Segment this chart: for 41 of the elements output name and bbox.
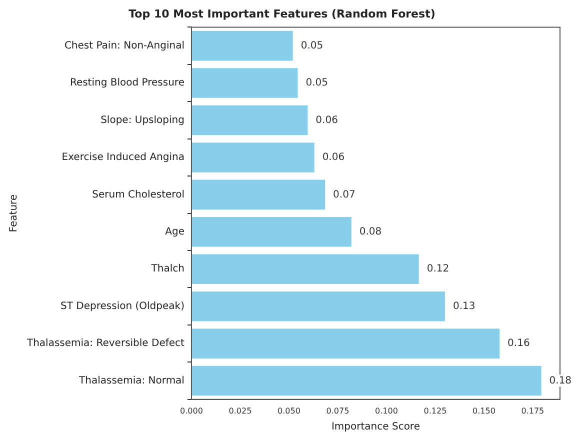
data-label: 0.05: [306, 78, 328, 89]
chart-title: Top 10 Most Important Features (Random Forest): [128, 7, 436, 20]
x-tick-label: 0.000: [180, 406, 203, 416]
y-axis-title: Feature: [8, 194, 20, 232]
data-label: 0.13: [452, 300, 476, 312]
data-label: 0.12: [426, 264, 450, 275]
data-label: 0.06: [322, 152, 345, 164]
data-label: 0.06: [316, 114, 338, 126]
x-tick-label: 0.125: [424, 406, 447, 416]
y-tick-label: Thalassemia: Reversible Defect: [26, 338, 185, 350]
bar: [191, 30, 293, 61]
bar: [191, 328, 500, 358]
x-tick-label: 0.100: [375, 406, 398, 416]
y-tick-label: Serum Cholesterol: [92, 189, 184, 200]
bar: [191, 366, 542, 396]
bar: [191, 217, 352, 247]
data-label: 0.07: [333, 189, 356, 200]
x-tick-label: 0.025: [228, 406, 252, 416]
y-tick-label: Slope: Upsloping: [100, 114, 184, 126]
bar: [191, 68, 298, 98]
y-tick-label: Exercise Induced Angina: [62, 152, 184, 164]
x-tick-label: 0.075: [326, 406, 350, 416]
data-label: 0.16: [508, 338, 530, 350]
bar: [191, 142, 314, 172]
data-label: 0.18: [549, 375, 572, 386]
bar: [191, 291, 445, 322]
y-tick-label: Chest Pain: Non-Anginal: [64, 40, 184, 52]
data-label: 0.05: [300, 40, 324, 52]
y-tick-label: ST Depression (Oldpeak): [60, 300, 185, 312]
x-tick-label: 0.175: [521, 406, 544, 416]
y-tick-label: Age: [165, 226, 184, 238]
x-axis-title: Importance Score: [331, 422, 420, 433]
bar: [191, 180, 326, 210]
x-tick-label: 0.150: [472, 406, 496, 416]
y-tick-label: Thalassemia: Normal: [78, 375, 184, 386]
data-label: 0.08: [359, 226, 382, 238]
y-tick-label: Thalch: [150, 264, 184, 275]
y-tick-label: Resting Blood Pressure: [70, 78, 184, 89]
bar: [191, 105, 308, 136]
x-tick-label: 0.050: [278, 406, 300, 416]
bar: [191, 254, 419, 284]
